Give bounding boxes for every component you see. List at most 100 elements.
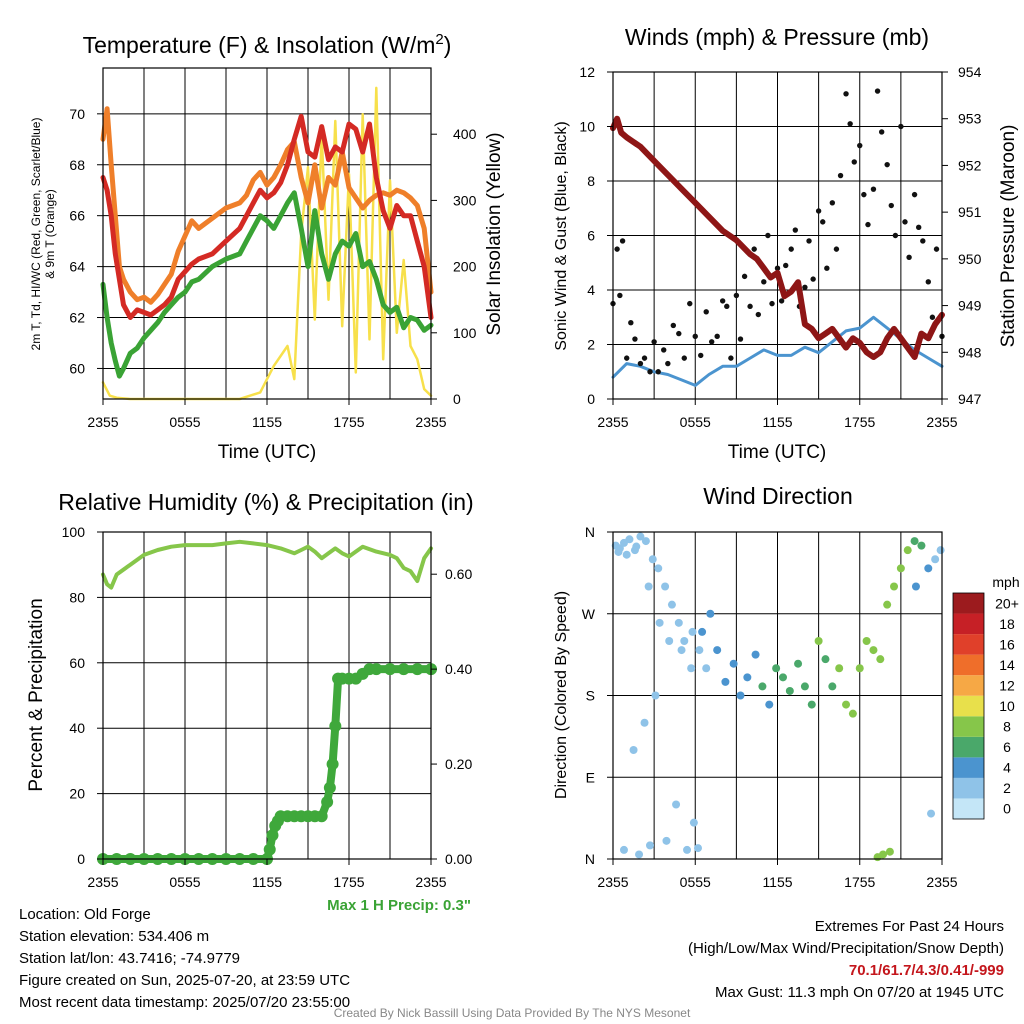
dir-point — [674, 618, 683, 627]
dir-point — [644, 582, 653, 591]
colorbar-frame — [952, 592, 985, 820]
winds-gust-point — [857, 142, 863, 149]
winds-gust-point — [815, 208, 822, 214]
winds-gust-point — [703, 309, 709, 315]
winds-gust-point — [874, 88, 881, 94]
dir-point — [736, 691, 745, 700]
rh-humidity-line — [101, 539, 433, 590]
rh-xtick-label: 2355 — [87, 874, 118, 890]
dir-point — [655, 618, 664, 627]
winds-gust-point — [906, 254, 912, 260]
dir-xtick-label: 0555 — [680, 874, 711, 890]
colorbar-swatch — [953, 716, 984, 737]
colorbar-swatch — [953, 695, 984, 717]
dir-point — [807, 700, 816, 709]
dir-point — [683, 845, 692, 854]
dir-point — [828, 682, 837, 691]
dir-xtick-label: 1155 — [762, 874, 792, 890]
dir-ytick-label: N — [585, 524, 595, 540]
winds-gust-point — [765, 232, 771, 239]
winds-xtick-label: 1755 — [844, 414, 875, 430]
temp-ytick-label: 60 — [69, 360, 85, 376]
winds-gust-point — [724, 303, 730, 310]
dir-point — [862, 637, 871, 645]
credit-line: Created By Nick Bassill Using Data Provi… — [333, 1006, 691, 1020]
rh-xtick-label: 0555 — [169, 874, 200, 890]
winds-ytick-label: 12 — [579, 64, 595, 80]
dir-ytick-label: W — [582, 606, 596, 622]
colorbar-swatch — [953, 757, 984, 778]
dir-point — [661, 582, 670, 591]
colorbar-swatch — [953, 613, 984, 635]
dir-point — [672, 800, 681, 809]
dir-point — [619, 845, 628, 854]
temp-series-line — [100, 113, 434, 320]
rh-ytick-label: 60 — [69, 655, 85, 671]
winds-y2tick-label: 952 — [958, 157, 982, 173]
winds-gust-point — [878, 129, 885, 135]
winds-xtick-label: 1155 — [762, 414, 792, 430]
colorbar-swatch — [953, 777, 984, 799]
winds-xtick-label: 2355 — [926, 414, 957, 430]
dir-point — [688, 627, 697, 636]
winds-gust-point — [761, 279, 767, 285]
winds-gust-point — [902, 219, 908, 225]
temp-y2tick-label: 400 — [453, 126, 477, 142]
winds-gust-point — [843, 91, 849, 97]
winds-gust-point — [670, 322, 677, 329]
winds-ytick-label: 4 — [587, 282, 595, 298]
colorbar-label: 8 — [1003, 719, 1011, 735]
dir-point — [924, 564, 933, 573]
rh-y2tick-label: 0.20 — [445, 756, 472, 772]
colorbar-swatch — [953, 736, 984, 758]
rh-xtick-label: 2355 — [415, 874, 446, 890]
rh-precip-point — [315, 810, 328, 823]
dir-point — [662, 836, 671, 845]
colorbar-swatch — [953, 654, 984, 676]
temp-y2tick-label: 300 — [453, 192, 477, 208]
winds-gust-point — [920, 238, 926, 244]
winds-ylabel: Sonic Wind & Gust (Blue, Black) — [553, 121, 570, 350]
dir-point — [896, 564, 905, 573]
temp-xtick-label: 0555 — [169, 414, 200, 430]
winds-gust-point — [810, 276, 816, 282]
temp-xlabel: Time (UTC) — [218, 442, 317, 463]
dir-point — [640, 718, 649, 727]
winds-ytick-label: 10 — [579, 119, 595, 135]
winds-gust-point — [820, 219, 826, 225]
colorbar-swatch — [953, 634, 984, 655]
dir-point — [821, 655, 830, 664]
winds-gust-point — [747, 303, 753, 310]
rh-precip-point — [326, 758, 339, 771]
winds-gust-point — [833, 246, 840, 252]
dir-point — [648, 555, 657, 564]
dir-point — [883, 600, 892, 609]
winds-gust-point — [851, 159, 857, 165]
dir-point — [625, 535, 634, 544]
winds-gust-point — [641, 355, 648, 361]
dir-point — [848, 709, 857, 718]
dir-point — [677, 646, 686, 655]
winds-gust-point — [824, 265, 830, 271]
winds-ytick-label: 6 — [587, 228, 595, 244]
winds-gust-point — [847, 121, 853, 127]
winds-gust-point — [651, 339, 657, 345]
winds-gust-point — [898, 123, 904, 130]
winds-gust-point — [624, 355, 630, 361]
winds-gust-point — [829, 200, 836, 206]
rh-ytick-label: 80 — [69, 589, 85, 605]
winds-gust-point — [733, 292, 740, 299]
winds-gust-point — [925, 279, 931, 285]
temp-ytick-label: 62 — [69, 310, 85, 326]
winds-gust-point — [692, 333, 698, 340]
extremes-values: 70.1/61.7/4.3/0.41/-999 — [848, 962, 1004, 979]
winds-xlabel: Time (UTC) — [728, 442, 827, 463]
dir-point — [910, 537, 919, 546]
dir-point — [665, 637, 674, 645]
dir-point — [885, 847, 894, 856]
winds-gust-point — [647, 369, 653, 375]
winds-gust-point — [837, 172, 844, 179]
station-location: Location: Old Forge — [19, 906, 151, 923]
rh-precip-point — [384, 663, 396, 676]
extremes-heading: Extremes For Past 24 Hours — [814, 918, 1004, 935]
